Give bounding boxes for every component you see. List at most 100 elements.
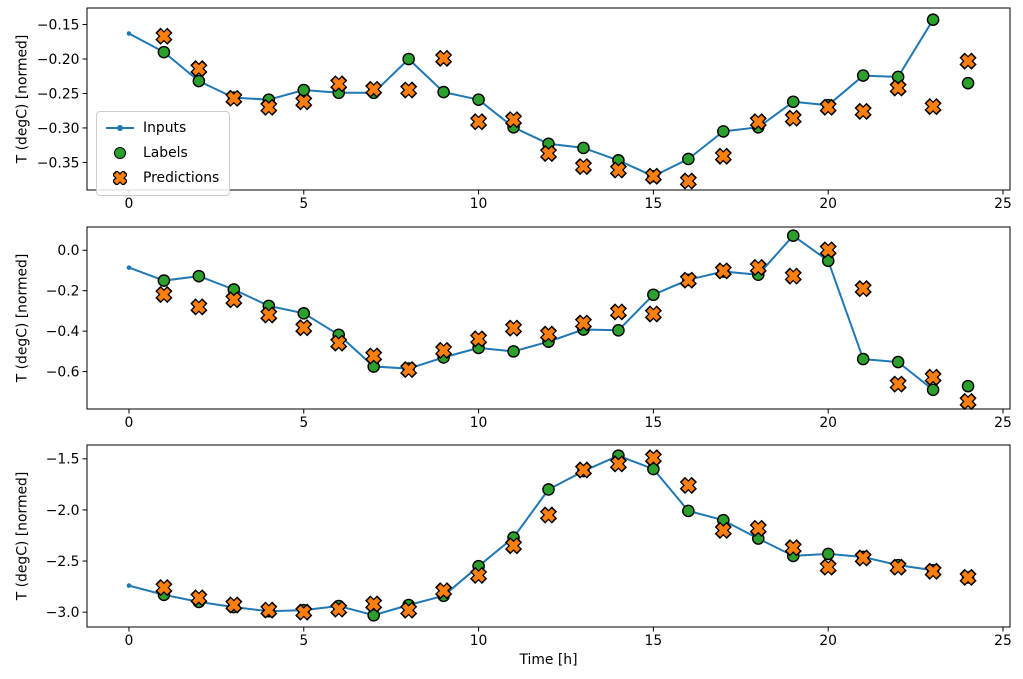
labels-circle-marker [612,324,625,337]
labels-circle-marker [297,307,311,320]
x-marker [297,321,311,335]
labels-circle-marker [891,70,905,84]
y-axis-label-subplot-2: T (degC) [normed] [12,227,32,409]
x-marker [576,463,591,477]
subplot-2: 0 5 10 15 20 25 0.0 −0.2 −0.4 −0.6 [46,226,1012,431]
x-marker [437,343,451,357]
x-tick-label: 20 [819,633,837,649]
x-tick-label: 20 [819,196,837,212]
x-tick-label: 0 [125,415,134,431]
x-marker [541,327,556,341]
y-tick-label: 0.0 [57,243,79,259]
x-marker [402,83,416,97]
y-tick-label: −0.4 [46,324,80,340]
predictions-markers [155,449,977,621]
labels-circle-marker [647,462,660,476]
y-axis-label-subplot-3: T (degC) [normed] [12,445,32,627]
legend-item-predictions: Predictions [106,168,219,188]
labels-circle-marker [297,83,311,97]
x-marker [157,581,171,595]
legend-label-inputs: Inputs [143,120,187,136]
labels-circle-marker [402,52,415,66]
labels-circle-marker [786,229,800,242]
x-marker [961,570,975,584]
x-marker [611,457,626,471]
x-marker [541,146,556,161]
y-tick-label: −0.15 [37,17,80,33]
x-marker [786,269,800,283]
labels-circle-marker [821,254,835,268]
labels-circle-marker [961,76,975,90]
x-marker [332,602,346,616]
labels-circle-icon [114,147,126,159]
labels-circle-marker [856,69,870,82]
x-marker [891,81,905,95]
x-marker [716,149,730,163]
labels-circle-marker [856,352,870,366]
x-tick-label: 10 [470,633,488,649]
x-marker [856,551,870,565]
x-tick-label: 25 [994,415,1012,431]
labels-circle-marker [542,483,555,496]
inputs-dot-marker [126,583,132,588]
x-marker [856,104,870,118]
labels-circle-marker [961,379,975,393]
labels-circle-marker [507,345,520,358]
labels-circle-marker [786,95,800,109]
labels-circle-marker [472,93,485,106]
x-marker [891,377,905,391]
inputs-legend-handle [106,121,134,135]
x-marker [751,260,765,275]
x-marker [716,523,730,537]
y-axis-label-text: T (degC) [normed] [14,253,31,383]
y-tick-label: −3.0 [46,605,80,621]
x-marker [506,539,521,553]
x-marker [576,316,591,330]
x-marker [926,370,940,384]
inputs-dot-marker [126,265,132,270]
x-marker [297,605,311,619]
legend: Inputs Labels Predictions [96,111,231,196]
y-tick-label: −0.35 [37,155,80,171]
subplot-3: 0 5 10 15 20 25 −1.5 −2.0 −2.5 −3.0 [46,444,1012,649]
y-tick-label: −0.6 [46,364,80,380]
x-marker [367,349,381,363]
labels-circle-marker [577,141,590,155]
x-marker [227,91,241,105]
x-marker [786,111,800,125]
x-marker [961,394,975,409]
axes-frame [86,7,1011,191]
y-tick-label: −0.30 [37,121,80,137]
y-tick-label: −2.5 [46,554,80,570]
labels-circle-marker [717,125,730,138]
predictions-legend-handle [106,171,134,185]
x-tick-label: 5 [299,196,308,212]
x-tick-label: 5 [299,415,308,431]
labels-circle-marker [926,13,940,27]
x-marker [192,62,206,76]
axes-frame [86,226,1011,410]
x-marker [926,100,940,114]
x-marker [227,293,241,307]
x-marker [367,82,381,96]
labels-circle-marker [891,355,905,369]
x-tick-label: 15 [645,633,663,649]
y-axis-label-text: T (degC) [normed] [14,34,31,164]
labels-legend-handle [106,146,134,160]
x-marker [332,336,346,350]
labels-circle-marker [367,608,380,622]
x-marker [157,287,171,302]
x-marker [437,51,451,65]
predictions-markers [155,27,977,190]
x-marker [262,603,276,617]
x-marker [961,54,975,68]
predictions-x-icon [113,171,127,185]
inputs-dot-marker [126,31,132,36]
x-marker [471,115,486,129]
x-marker [297,95,311,109]
x-marker [751,115,765,129]
labels-circle-marker [682,504,695,518]
inputs-dot-icon [117,125,123,131]
labels-circle-marker [192,74,206,88]
x-tick-label: 0 [125,196,134,212]
